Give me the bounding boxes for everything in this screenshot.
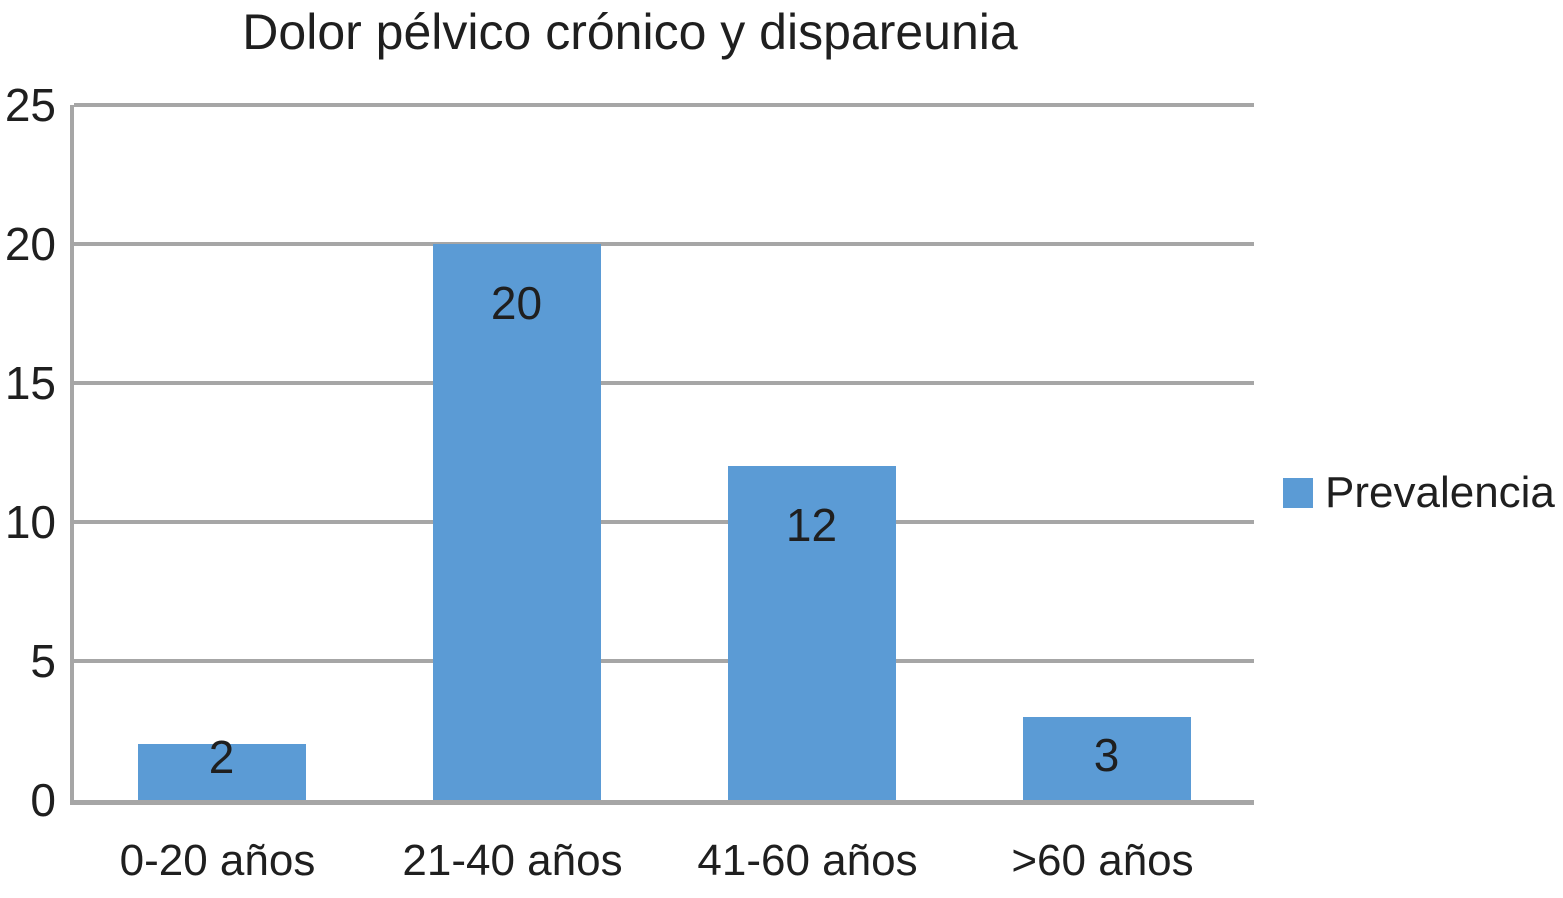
chart-title: Dolor pélvico crónico y dispareunia [242, 4, 1018, 60]
plot-area: 2 20 12 3 [70, 103, 1254, 805]
x-axis-label: 41-60 años [697, 836, 918, 885]
x-axis-label: 21-40 años [402, 836, 623, 885]
legend-swatch-icon [1283, 478, 1313, 508]
y-axis-tick-label: 20 [4, 218, 56, 270]
legend-label: Prevalencia [1325, 468, 1555, 517]
x-axis-label: 0-20 años [119, 836, 316, 885]
gridline [74, 520, 1254, 524]
y-axis-tick-label: 10 [4, 496, 56, 548]
bar-value-label: 3 [1093, 728, 1120, 781]
gridline [74, 103, 1254, 107]
legend: Prevalencia [1283, 470, 1555, 516]
gridline [74, 242, 1254, 246]
gridline [74, 381, 1254, 385]
y-axis-tick-label: 15 [4, 357, 56, 409]
bar-value-label: 12 [785, 499, 838, 552]
bar-value-label: 20 [490, 277, 543, 329]
y-axis-tick-label: 25 [4, 79, 56, 131]
x-axis-label: >60 años [1011, 836, 1194, 885]
bar: 3 [1022, 716, 1191, 800]
bar: 2 [137, 734, 306, 800]
bar: 12 [727, 466, 896, 800]
gridline [74, 659, 1254, 663]
y-axis-tick-label: 5 [30, 635, 56, 687]
bar: 20 [432, 244, 601, 800]
bar-value-label: 2 [208, 731, 235, 784]
y-axis-tick-label: 0 [30, 774, 56, 826]
